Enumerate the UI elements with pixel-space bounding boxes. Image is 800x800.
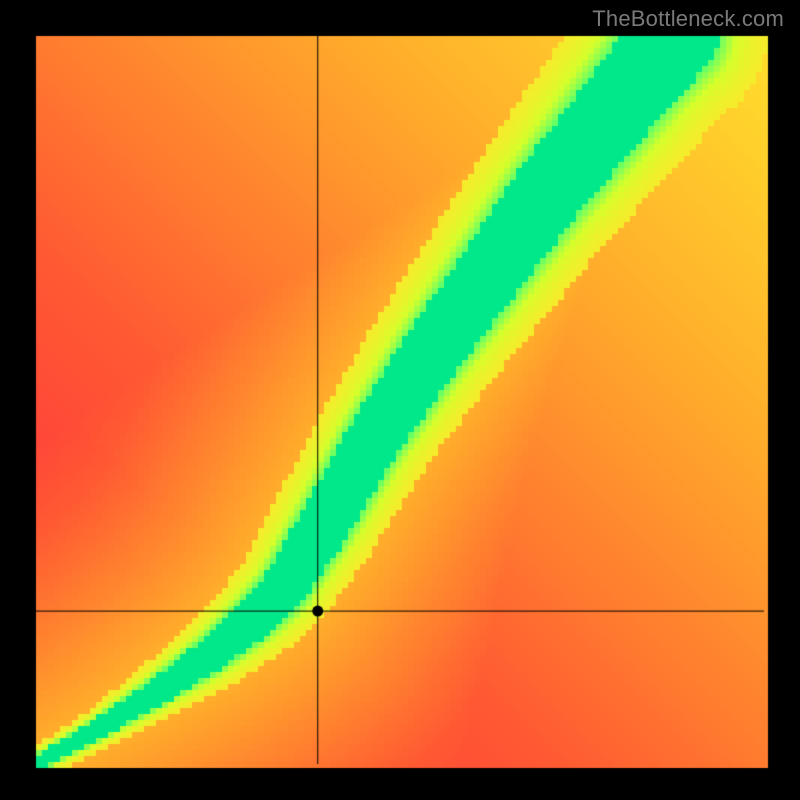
- figure-container: TheBottleneck.com: [0, 0, 800, 800]
- watermark-text: TheBottleneck.com: [592, 6, 784, 32]
- heatmap-canvas: [0, 0, 800, 800]
